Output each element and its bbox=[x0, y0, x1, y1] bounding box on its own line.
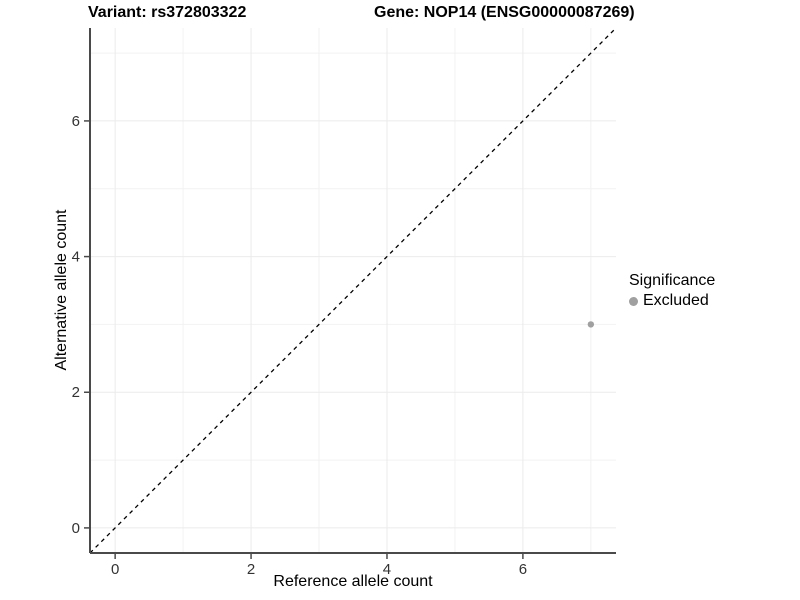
x-tick-label: 6 bbox=[519, 561, 527, 578]
x-tick-label: 4 bbox=[383, 561, 391, 578]
x-tick-label: 2 bbox=[247, 561, 255, 578]
plot-title-variant: Variant: rs372803322 bbox=[88, 4, 247, 21]
x-tick-label: 0 bbox=[111, 561, 119, 578]
y-tick-label: 0 bbox=[72, 520, 80, 537]
legend: Significance Excluded bbox=[629, 272, 715, 310]
y-tick-label: 4 bbox=[72, 249, 80, 266]
legend-point-icon bbox=[629, 296, 638, 306]
legend-title: Significance bbox=[629, 272, 716, 289]
legend-item-label: Excluded bbox=[643, 292, 709, 309]
y-axis-title: Alternative allele count bbox=[53, 209, 70, 371]
legend-item: Excluded bbox=[629, 292, 715, 310]
identity-line bbox=[89, 27, 617, 554]
y-tick-label: 2 bbox=[72, 384, 80, 401]
x-axis-title: Reference allele count bbox=[273, 573, 433, 590]
plot-title-gene: Gene: NOP14 (ENSG00000087269) bbox=[374, 4, 635, 21]
data-point bbox=[587, 321, 595, 328]
y-tick-label: 6 bbox=[72, 113, 80, 130]
